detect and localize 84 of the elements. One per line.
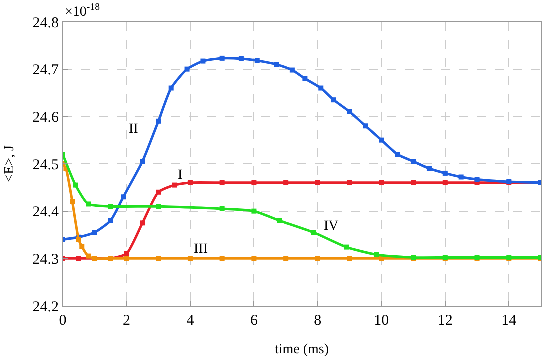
text: ×10$^{-18}$ — [65, 2, 100, 20]
x-tick-label: 6 — [250, 313, 258, 329]
point — [76, 237, 82, 242]
point — [76, 256, 82, 262]
point — [140, 159, 146, 164]
y-tick-label: 24.5 — [32, 157, 59, 174]
x-tick-label: 8 — [314, 313, 322, 329]
point — [458, 174, 464, 180]
point — [172, 182, 178, 188]
point — [121, 194, 126, 200]
point — [86, 254, 91, 259]
point — [220, 56, 225, 61]
point — [379, 138, 384, 143]
point — [411, 159, 416, 164]
point — [374, 252, 380, 258]
y-axis-title: <E>, J — [2, 145, 18, 182]
point — [363, 124, 368, 129]
point — [284, 256, 289, 262]
point — [426, 166, 432, 172]
point — [220, 206, 225, 212]
series-label: II — [129, 122, 139, 137]
point — [70, 199, 76, 204]
x-tick-label: 14 — [502, 313, 518, 329]
point — [318, 86, 324, 91]
point — [156, 256, 162, 262]
point — [156, 190, 162, 195]
point — [220, 256, 225, 262]
point — [331, 98, 336, 103]
point — [92, 230, 98, 236]
point — [108, 204, 114, 210]
point — [124, 256, 130, 262]
y-tick-label: 24.4 — [32, 204, 60, 221]
point — [274, 62, 280, 68]
x-tick-label: 4 — [186, 313, 195, 329]
series-label: III — [194, 242, 208, 257]
point — [252, 208, 257, 214]
point — [347, 109, 352, 114]
point — [277, 218, 282, 224]
point — [290, 68, 295, 73]
y-tick-label: 24.6 — [32, 110, 60, 126]
x-tick-label: 0 — [59, 313, 67, 329]
point — [442, 180, 448, 186]
point — [411, 180, 416, 186]
point — [140, 220, 146, 226]
point — [80, 244, 85, 250]
point — [344, 244, 350, 250]
point — [73, 182, 78, 188]
point — [124, 251, 130, 256]
point — [474, 177, 480, 182]
series-label: IV — [324, 219, 339, 234]
point — [188, 256, 193, 262]
y-tick-label: 24.3 — [32, 252, 59, 268]
point — [347, 256, 352, 262]
point — [315, 180, 320, 186]
point — [168, 86, 174, 91]
x-tick-label: 2 — [122, 313, 130, 329]
y-tick-label: 24.2 — [32, 299, 59, 316]
point — [315, 256, 320, 262]
point — [284, 180, 289, 186]
point — [200, 58, 206, 64]
x-tick-label: 12 — [438, 313, 453, 329]
y-tick-label: 24.8 — [32, 15, 59, 32]
point — [188, 180, 193, 186]
y-tick-label: 24.7 — [32, 62, 60, 79]
point — [347, 180, 352, 186]
point — [254, 58, 260, 64]
point — [252, 256, 257, 262]
point — [156, 204, 162, 210]
point — [379, 180, 384, 186]
point — [238, 56, 244, 62]
x-tick-label: 10 — [374, 313, 390, 329]
x-axis-title: time (ms) — [274, 342, 330, 358]
point — [252, 180, 257, 186]
point — [108, 218, 114, 224]
point — [442, 170, 448, 176]
point — [220, 180, 225, 186]
point — [156, 118, 162, 124]
point — [395, 152, 400, 158]
line-series — [63, 56, 541, 242]
point — [302, 76, 308, 82]
point — [311, 230, 316, 236]
point — [86, 202, 91, 207]
series-label: I — [178, 168, 183, 183]
point — [184, 66, 190, 72]
